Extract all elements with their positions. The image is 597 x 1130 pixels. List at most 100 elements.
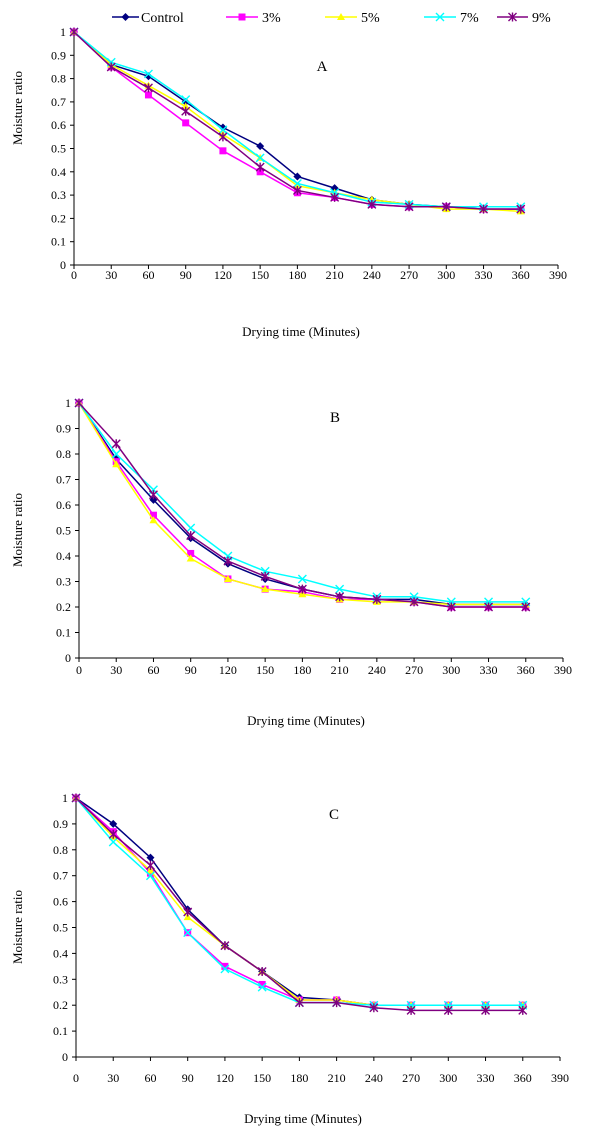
panel-c-x-tick-label: 360 — [514, 1071, 532, 1085]
panel-c-point-9pct — [257, 967, 267, 977]
panel-c-y-tick-label: 0.6 — [53, 895, 68, 909]
panel-c-y-tick-label: 0.2 — [53, 998, 68, 1012]
legend-item-3pct: 3% — [226, 11, 281, 26]
panel-c-point-control — [109, 819, 118, 828]
legend-label-9pct: 9% — [532, 11, 551, 26]
panel-c-point-5pct — [146, 866, 155, 874]
panel-c-point-9pct — [183, 907, 193, 917]
panel-b-point-9pct — [409, 597, 419, 607]
panel-a-point-7pct — [255, 153, 265, 163]
panel-c-line-control — [75, 797, 523, 1006]
panel-b-y-tick-label: 0.7 — [56, 473, 71, 487]
panel-c-series-9pct — [71, 793, 528, 1015]
panel-a-y-tick-label: 0.4 — [51, 165, 66, 179]
panel-b-point-5pct — [298, 590, 307, 598]
panel-b-point-9pct — [521, 602, 531, 612]
panel-b-point-9pct — [260, 571, 270, 581]
legend-item-5pct: 5% — [325, 11, 380, 26]
panel-a-y-axis-label: Moisture ratio — [10, 71, 25, 145]
panel-b-x-tick-label: 120 — [219, 663, 237, 677]
panel-a-point-9pct — [367, 199, 377, 209]
panel-a-y-tick-label: 0.9 — [51, 48, 66, 62]
panel-c-y-tick-label: 0.1 — [53, 1024, 68, 1038]
panel-b-line-7pct — [78, 402, 526, 603]
panel-a-point-9pct — [404, 202, 414, 212]
panel-c-x-axis-label: Drying time (Minutes) — [244, 1111, 362, 1126]
panel-a-point-control — [293, 172, 302, 181]
panel-c-letter: C — [329, 807, 339, 823]
legend-marker-control — [121, 13, 130, 21]
panel-c-y-tick-label: 0.4 — [53, 946, 68, 960]
legend-marker-3pct — [238, 13, 246, 21]
panel-a-series-7pct — [69, 27, 526, 212]
panel-b-x-tick-label: 90 — [185, 663, 197, 677]
panel-a-point-9pct — [181, 106, 191, 116]
panel-b-point-9pct — [186, 531, 196, 541]
panel-b-point-5pct — [261, 585, 270, 593]
panel-a-point-9pct — [516, 204, 526, 214]
panel-b-series-7pct — [74, 398, 531, 607]
panel-a-x-tick-label: 90 — [180, 268, 192, 282]
panel-b-x-tick-label: 270 — [405, 663, 423, 677]
panel-c-x-tick-label: 150 — [253, 1071, 271, 1085]
panel-c-x-tick-label: 0 — [73, 1071, 79, 1085]
panel-c-point-9pct — [71, 793, 81, 803]
panel-b-x-tick-label: 240 — [368, 663, 386, 677]
panel-c-line-5pct — [75, 797, 523, 1006]
panel-b-point-7pct — [186, 523, 196, 533]
panel-a-x-tick-label: 180 — [288, 268, 306, 282]
panel-c-series-3pct — [72, 794, 527, 1009]
panel-a-point-7pct — [292, 178, 302, 188]
panel-a-point-9pct — [292, 185, 302, 195]
panel-a-y-tick-label: 0.6 — [51, 118, 66, 132]
panel-b-y-tick-label: 1 — [65, 396, 71, 410]
panel-a-point-control — [218, 123, 227, 132]
legend-item-7pct: 7% — [424, 11, 479, 26]
legend-label-7pct: 7% — [460, 11, 479, 26]
legend-marker-9pct — [508, 12, 517, 22]
legend-marker-7pct — [435, 12, 445, 22]
panel-b-y-tick-label: 0.2 — [56, 600, 71, 614]
panel-a-point-3pct — [182, 119, 190, 127]
legend-marker-5pct — [337, 13, 345, 20]
panel-c-x-tick-label: 120 — [216, 1071, 234, 1085]
panel-a-x-tick-label: 240 — [363, 268, 381, 282]
panel-c-x-tick-label: 240 — [365, 1071, 383, 1085]
panel-c-point-7pct — [108, 837, 118, 847]
panel-a-point-9pct — [479, 204, 489, 214]
panel-c-point-7pct — [220, 964, 230, 974]
panel-c-point-7pct — [145, 871, 155, 881]
panel-b-point-9pct — [74, 398, 84, 408]
panel-a-point-9pct — [330, 192, 340, 202]
panel-b-point-5pct — [149, 516, 158, 524]
panel-a-point-5pct — [181, 102, 190, 110]
panel-c-x-tick-label: 210 — [328, 1071, 346, 1085]
panel-a-letter: A — [317, 59, 328, 75]
panel-b-series-9pct — [74, 398, 531, 612]
panel-a-point-3pct — [256, 168, 264, 176]
panel-c-y-tick-label: 1 — [62, 791, 68, 805]
panel-a-point-control — [256, 142, 265, 151]
panel-a-x-tick-label: 300 — [437, 268, 455, 282]
panel-a-x-tick-label: 330 — [475, 268, 493, 282]
legend-label-3pct: 3% — [262, 11, 281, 26]
panel-b-y-tick-label: 0.9 — [56, 422, 71, 436]
panel-a-y-tick-label: 0.1 — [51, 235, 66, 249]
panel-b-point-9pct — [372, 594, 382, 604]
panel-a-point-9pct — [106, 62, 116, 72]
panel-a-point-7pct — [143, 69, 153, 79]
panel-a-x-axis-label: Drying time (Minutes) — [242, 324, 360, 339]
panel-a-line-7pct — [73, 31, 521, 208]
panel-a-y-tick-label: 1 — [60, 25, 66, 39]
panel-b-point-5pct — [112, 460, 121, 468]
panel-b-x-tick-label: 180 — [293, 663, 311, 677]
panel-c-y-tick-label: 0.7 — [53, 869, 68, 883]
panel-a-point-control — [181, 97, 190, 106]
panel-c-point-3pct — [221, 962, 229, 970]
panel-a-point-3pct — [144, 91, 152, 99]
panel-a-point-3pct — [219, 147, 227, 155]
panel-c-point-3pct — [258, 980, 266, 988]
panel-b-point-3pct — [149, 511, 157, 519]
panel-c-x-tick-label: 90 — [182, 1071, 194, 1085]
panel-a-x-tick-label: 120 — [214, 268, 232, 282]
